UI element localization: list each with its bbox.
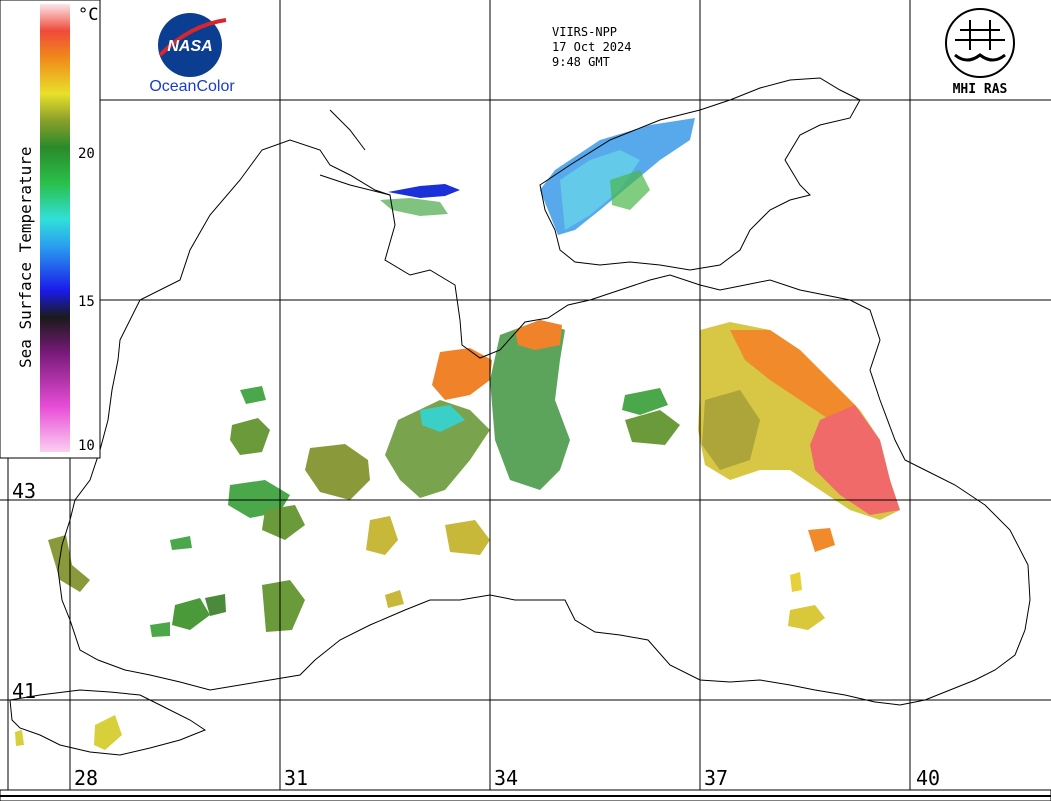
colorbar-gradient [40,4,70,452]
bottom-tick-strip [0,789,1051,801]
sensor-name: VIIRS-NPP [552,25,617,39]
lat-label-43: 43 [12,479,36,503]
lon-label-37: 37 [704,766,728,790]
colorbar-tick-15: 15 [78,294,95,310]
mhi-logo-text: MHI RAS [953,82,1008,97]
lon-label-40: 40 [916,766,940,790]
colorbar-unit: °C [78,5,98,25]
colorbar-title: Sea Surface Temperature [16,146,35,368]
lon-label-31: 31 [284,766,308,790]
colorbar-tick-10: 10 [78,438,95,454]
nasa-logo-text: NASA [167,38,212,55]
acquisition-time: 9:48 GMT [552,55,610,69]
coastline [9,77,1031,756]
acquisition-date: 17 Oct 2024 [552,40,631,54]
sst-patches [15,118,900,750]
nasa-logo: NASA OceanColor [149,13,235,95]
colorbar: °C 20 15 10 Sea Surface Temperature [0,0,101,459]
oceancolor-text: OceanColor [149,78,235,95]
mhi-logo: MHI RAS [945,8,1015,97]
lat-label-41: 41 [12,679,36,703]
colorbar-tick-20: 20 [78,146,95,162]
lon-label-34: 34 [494,766,518,790]
lon-label-28: 28 [74,766,98,790]
